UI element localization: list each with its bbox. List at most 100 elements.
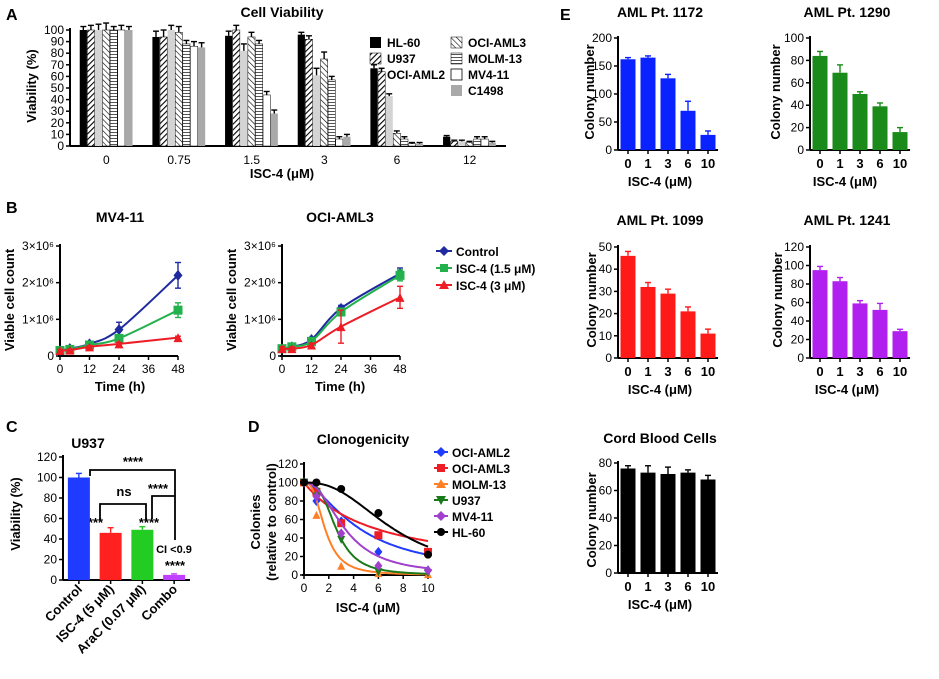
chart-e3-ytick-label: 50	[599, 240, 613, 254]
chart-b1-xtick-label: 48	[171, 362, 185, 376]
chart-e1-ytick-label: 150	[592, 59, 612, 73]
chart-e5-xtick-label: 0	[624, 579, 631, 594]
chart-c-ytick-label: 80	[44, 491, 58, 505]
chart-e4-xtick-label: 0	[816, 364, 823, 379]
chart-d-ytick-label: 0	[291, 568, 298, 582]
chart-a-bar	[400, 138, 409, 147]
chart-a-bar	[152, 36, 160, 146]
chart-a-xtick-label: 0	[103, 153, 110, 167]
chart-a-bar	[159, 36, 168, 147]
chart-d-ylabel-1: Colonies	[248, 495, 263, 550]
chart-a-bar	[370, 68, 378, 146]
chart-d-point	[337, 561, 346, 570]
chart-a-bar	[480, 138, 489, 147]
legend-a-item-2: OCI-AML2	[387, 68, 445, 82]
chart-e5-ytick-label: 0	[605, 566, 612, 580]
chart-e5-bar	[620, 468, 636, 573]
chart-e2-xtick-label: 10	[893, 156, 907, 171]
chart-e3-ylabel: Colony number	[584, 252, 599, 347]
legend-d-item-4: MV4-11	[452, 510, 494, 524]
chart-b2-xtick-label: 24	[334, 362, 348, 376]
chart-b2-xtick-label: 48	[393, 362, 407, 376]
chart-e3-xtick-label: 3	[664, 364, 671, 379]
chart-e3-xtick-label: 10	[701, 364, 715, 379]
chart-a-bar	[198, 47, 206, 146]
chart-a-ytick-label: 40	[51, 93, 65, 107]
chart-e2-xtick-label: 6	[876, 156, 883, 171]
legend-d-item-1: OCI-AML3	[452, 462, 510, 476]
chart-d-fit-curve-4	[304, 481, 429, 570]
chart-a-ytick-label: 80	[51, 46, 65, 60]
chart-a-title: Cell Viability	[241, 4, 324, 20]
chart-e1-ylabel: Colony number	[582, 44, 597, 139]
chart-e4-ylabel: Colony number	[770, 252, 785, 347]
legend-d-item-0: OCI-AML2	[452, 446, 510, 460]
chart-a-bar	[270, 113, 278, 146]
chart-a-bar	[392, 132, 401, 147]
chart-d-ytick-label: 40	[285, 531, 299, 545]
legend-b: Control ISC-4 (1.5 μM) ISC-4 (3 μM)	[436, 245, 535, 293]
legend-b-marker-1	[440, 264, 448, 272]
chart-e1-bar	[620, 59, 636, 150]
chart-c-ytick-label: 20	[44, 553, 58, 567]
chart-d-point	[374, 531, 383, 540]
chart-e2-xlabel: ISC-4 (μM)	[813, 174, 877, 189]
legend-d-marker-3	[436, 496, 446, 505]
chart-b2-point	[277, 344, 287, 354]
chart-e5-bar	[700, 479, 716, 573]
chart-e1-bar	[680, 110, 696, 150]
chart-e2-ytick-label: 100	[784, 31, 804, 45]
chart-e2-ytick-label: 0	[797, 143, 804, 157]
legend-a-swatch-3	[450, 36, 463, 49]
chart-d-xlabel: ISC-4 (μM)	[336, 600, 400, 615]
chart-a-bar	[247, 36, 256, 147]
chart-e4-bar	[852, 303, 868, 358]
chart-b1-xtick-label: 12	[83, 362, 97, 376]
chart-e2-bar	[852, 94, 868, 150]
chart-e4-bar	[832, 281, 848, 358]
chart-d-xtick-label: 8	[400, 581, 407, 595]
chart-e4-bar	[872, 309, 888, 358]
chart-e4-ytick-label: 20	[791, 333, 805, 347]
chart-d-ytick-label: 100	[278, 476, 298, 490]
chart-e5-ytick-label: 40	[599, 511, 613, 525]
legend-d-item-3: U937	[452, 494, 481, 508]
chart-c-bar	[163, 574, 186, 580]
chart-b2-ylabel: Viable cell count	[224, 248, 239, 351]
chart-e4-xlabel: ISC-4 (μM)	[815, 382, 879, 397]
chart-a-bar	[109, 29, 118, 147]
legend-a-swatch-5	[450, 68, 463, 81]
chart-a-bar	[465, 142, 474, 147]
chart-a-bar	[320, 58, 328, 147]
chart-e3-bar	[660, 293, 676, 358]
chart-b1-ytick-label: 1×10⁶	[22, 312, 54, 326]
chart-a-xtick-label: 12	[463, 153, 477, 167]
chart-e4-ytick-label: 100	[784, 259, 804, 273]
chart-d-point	[424, 565, 432, 576]
chart-e2-ytick-label: 80	[791, 53, 805, 67]
sig-bracket-top	[89, 469, 176, 540]
chart-e4-xtick-label: 1	[836, 364, 843, 379]
legend-a-swatch-4	[450, 52, 463, 65]
chart-e3-xlabel: ISC-4 (μM)	[628, 382, 692, 397]
chart-e1-bar	[700, 134, 716, 150]
chart-b1-point	[173, 269, 183, 281]
chart-b1-xtick-label: 0	[57, 362, 64, 376]
chart-b1-point	[173, 305, 183, 315]
legend-a-item-1: U937	[387, 52, 416, 66]
chart-a-bar	[488, 142, 496, 146]
chart-b1-point	[114, 339, 124, 349]
chart-e1-title: AML Pt. 1172	[617, 4, 703, 20]
chart-b1-xlabel: Time (h)	[95, 379, 145, 394]
legend-b-marker-0	[439, 246, 449, 256]
chart-a-ytick-label: 100	[44, 23, 64, 37]
chart-a-bar	[297, 34, 305, 146]
chart-a-xlabel: ISC-4 (μM)	[250, 166, 314, 181]
chart-e3-ytick-label: 0	[605, 351, 612, 365]
legend-a-item-6: C1498	[468, 84, 504, 98]
chart-e3-xtick-label: 1	[644, 364, 651, 379]
chart-b1-ytick-label: 2×10⁶	[22, 276, 54, 290]
chart-e2-bar	[872, 106, 888, 150]
chart-e2-xtick-label: 1	[836, 156, 843, 171]
legend-d-marker-1	[437, 464, 445, 472]
